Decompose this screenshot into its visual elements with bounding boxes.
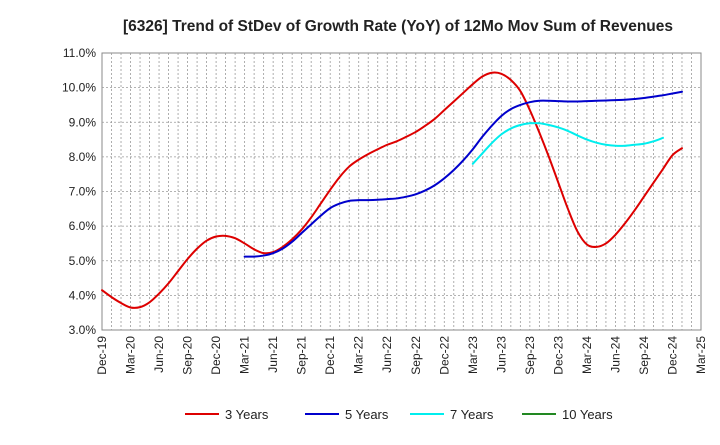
x-tick-label: Jun-24 bbox=[608, 336, 622, 373]
x-tick-label: Sep-23 bbox=[523, 336, 537, 375]
x-tick-label: Dec-21 bbox=[323, 336, 337, 375]
y-tick-label: 6.0% bbox=[69, 219, 97, 233]
y-tick-label: 5.0% bbox=[69, 254, 97, 268]
y-tick-label: 4.0% bbox=[69, 288, 97, 302]
x-axis-ticks: Dec-19 Mar-20 Jun-20 Sep-20 Dec-20 Mar-21 Jun-… bbox=[95, 336, 708, 375]
x-tick-label: Sep-24 bbox=[637, 336, 651, 375]
series-line-3-years bbox=[101, 71, 683, 309]
y-axis-ticks: 3.0% 4.0% 5.0% 6.0% 7.0% 8.0% 9.0% 10.0% 11.0% bbox=[62, 46, 96, 337]
x-tick-label: Mar-25 bbox=[694, 336, 708, 374]
x-tick-label: Dec-19 bbox=[95, 336, 109, 375]
x-tick-label: Sep-20 bbox=[181, 336, 195, 375]
chart-title: [6326] Trend of StDev of Growth Rate (Yo… bbox=[123, 18, 673, 35]
y-tick-label: 7.0% bbox=[69, 185, 97, 199]
x-tick-label: Mar-24 bbox=[580, 336, 594, 374]
x-tick-label: Sep-22 bbox=[409, 336, 423, 375]
x-tick-label: Dec-23 bbox=[551, 336, 565, 375]
x-tick-label: Dec-22 bbox=[437, 336, 451, 375]
x-tick-label: Jun-22 bbox=[380, 336, 394, 373]
x-tick-label: Jun-23 bbox=[494, 336, 508, 373]
x-tick-label: Mar-20 bbox=[124, 336, 138, 374]
y-tick-label: 8.0% bbox=[69, 150, 97, 164]
x-tick-label: Dec-24 bbox=[665, 336, 679, 375]
y-tick-label: 3.0% bbox=[69, 323, 97, 337]
legend-label-5-years: 5 Years bbox=[345, 407, 389, 422]
y-tick-label: 9.0% bbox=[69, 115, 97, 129]
x-tick-label: Mar-23 bbox=[466, 336, 480, 374]
x-tick-label: Mar-21 bbox=[238, 336, 252, 374]
legend-label-10-years: 10 Years bbox=[562, 407, 613, 422]
legend-label-7-years: 7 Years bbox=[450, 407, 494, 422]
x-tick-label: Jun-20 bbox=[152, 336, 166, 373]
series-line-7-years bbox=[471, 122, 664, 165]
x-tick-label: Mar-22 bbox=[352, 336, 366, 374]
x-tick-label: Jun-21 bbox=[266, 336, 280, 373]
legend-label-3-years: 3 Years bbox=[225, 407, 269, 422]
series-lines bbox=[101, 71, 683, 309]
series-line-5-years bbox=[243, 90, 683, 258]
y-tick-label: 10.0% bbox=[62, 81, 96, 95]
x-tick-label: Dec-20 bbox=[209, 336, 223, 375]
x-tick-label: Sep-21 bbox=[295, 336, 309, 375]
y-tick-label: 11.0% bbox=[63, 46, 96, 60]
legend: 3 Years 5 Years 7 Years 10 Years bbox=[185, 407, 613, 422]
plot-area bbox=[101, 52, 702, 331]
